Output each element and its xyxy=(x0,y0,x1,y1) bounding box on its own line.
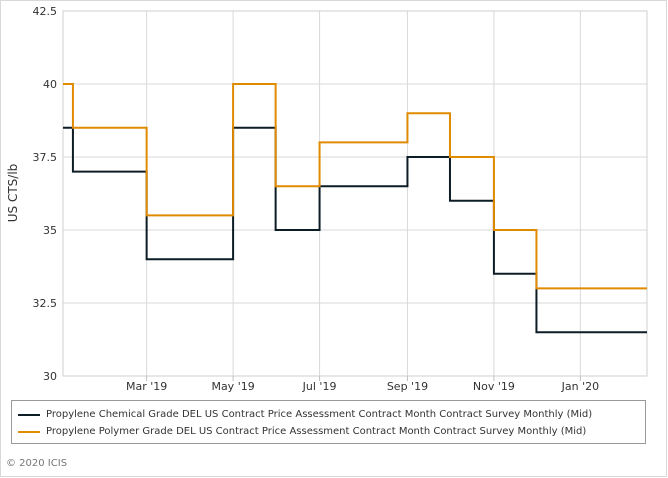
legend-label-chemical-grade: Propylene Chemical Grade DEL US Contract… xyxy=(46,409,593,420)
copyright-text: © 2020 ICIS xyxy=(6,458,68,469)
series-line-polymer-grade[interactable] xyxy=(63,83,647,290)
legend-item-chemical-grade[interactable]: Propylene Chemical Grade DEL US Contract… xyxy=(18,406,645,423)
x-tick-label: Jan '20 xyxy=(561,380,599,393)
grid xyxy=(62,10,648,377)
y-tick-label: 32.5 xyxy=(33,297,58,310)
x-tick-label: Mar '19 xyxy=(126,380,167,393)
series-layer xyxy=(63,83,647,334)
y-tick-label: 37.5 xyxy=(33,151,58,164)
y-tick-label: 30 xyxy=(43,370,57,383)
legend-swatch-chemical-grade xyxy=(18,413,40,416)
x-tick-label: Jul '19 xyxy=(302,380,337,393)
legend-label-polymer-grade: Propylene Polymer Grade DEL US Contract … xyxy=(46,426,587,437)
x-tick-label: Nov '19 xyxy=(473,380,515,393)
axes: 30 32.5 35 37.5 40 42.5 Mar '19 May '19 Jul '19 S… xyxy=(33,5,600,393)
x-tick-label: May '19 xyxy=(211,380,254,393)
y-tick-label: 42.5 xyxy=(33,5,58,18)
plot-area xyxy=(62,10,648,377)
y-tick-label: 40 xyxy=(43,78,57,91)
chart: 30 32.5 35 37.5 40 42.5 Mar '19 May '19 Jul '19 S… xyxy=(6,5,648,393)
y-axis-title: US CTS/lb xyxy=(6,164,20,223)
x-tick-label: Sep '19 xyxy=(387,380,428,393)
legend: Propylene Chemical Grade DEL US Contract… xyxy=(11,400,646,444)
y-tick-label: 35 xyxy=(43,224,57,237)
legend-swatch-polymer-grade xyxy=(18,430,40,433)
legend-item-polymer-grade[interactable]: Propylene Polymer Grade DEL US Contract … xyxy=(18,423,645,440)
